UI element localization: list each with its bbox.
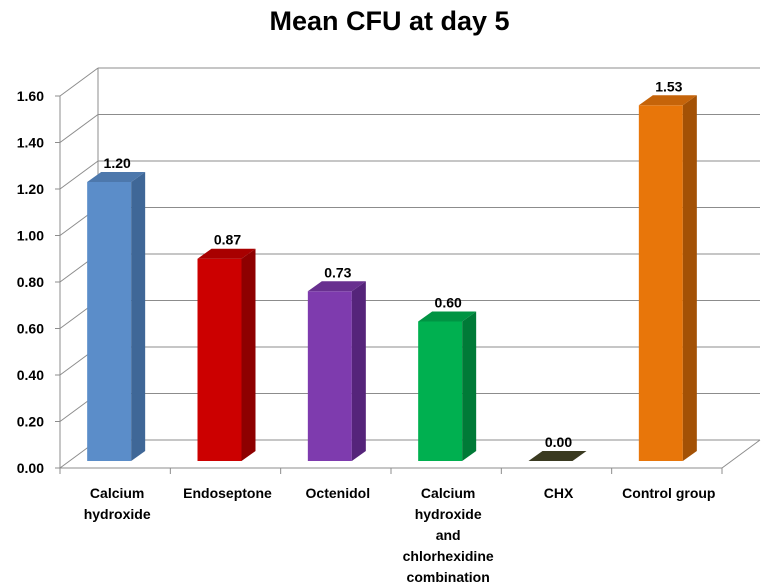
data-label: 0.87: [214, 232, 241, 248]
bar-side: [462, 311, 477, 461]
x-tick-label: and: [436, 527, 461, 543]
data-label: 0.60: [435, 295, 462, 311]
y-tick-label: 0.80: [17, 274, 44, 290]
x-tick-label: CHX: [544, 485, 574, 501]
bar-top: [638, 95, 697, 106]
bar-top: [197, 248, 256, 259]
bar-top: [307, 281, 366, 292]
x-tick-label: Octenidol: [306, 485, 371, 501]
data-label: 1.20: [104, 155, 131, 171]
x-tick-label: Calcium: [90, 485, 144, 501]
bar: [197, 258, 242, 461]
y-tick-label: 0.00: [17, 460, 44, 476]
data-label: 0.73: [324, 264, 351, 280]
x-tick-label: Calcium: [421, 485, 475, 501]
gridline-wall: [59, 114, 99, 143]
y-tick-label: 0.20: [17, 414, 44, 430]
bar: [307, 291, 352, 461]
floor-edge: [721, 439, 761, 469]
y-tick-label: 0.40: [17, 367, 44, 383]
y-tick-label: 1.00: [17, 228, 44, 244]
y-tick-label: 1.40: [17, 135, 44, 151]
bar: [87, 182, 132, 461]
x-tick-label: hydroxide: [415, 506, 482, 522]
x-tick-label: hydroxide: [84, 506, 151, 522]
bar: [418, 321, 463, 461]
bar-top: [87, 172, 146, 182]
bar-side: [131, 172, 146, 461]
bar-side: [682, 95, 697, 462]
x-tick-label: combination: [407, 569, 490, 585]
x-tick-label: chlorhexidine: [403, 548, 494, 564]
y-tick-label: 1.20: [17, 181, 44, 197]
x-tick-label: Control group: [622, 485, 715, 501]
bar-side: [351, 281, 366, 461]
bar-top: [418, 311, 477, 322]
gridline-wall: [59, 67, 99, 97]
bar-top: [528, 451, 587, 461]
data-label: 0.00: [545, 434, 572, 450]
gridline-wall: [59, 160, 99, 190]
data-label: 1.53: [655, 78, 682, 94]
bar-side: [241, 248, 256, 461]
y-tick-label: 1.60: [17, 88, 44, 104]
chart-title: Mean CFU at day 5: [269, 6, 510, 36]
x-tick-label: Endoseptone: [183, 485, 272, 501]
y-tick-label: 0.60: [17, 321, 44, 337]
bar: [638, 105, 683, 462]
